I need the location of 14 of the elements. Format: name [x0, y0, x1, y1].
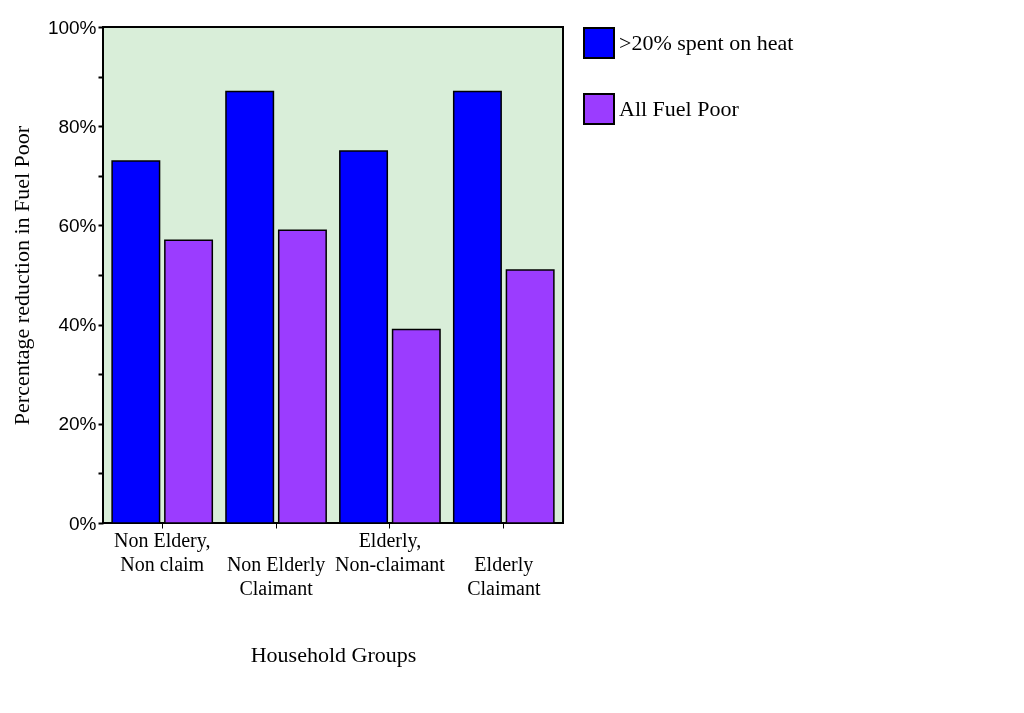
y-tick-label: 100%	[47, 16, 97, 38]
x-axis-title: Household Groups	[250, 641, 417, 667]
y-tick-label: 0%	[69, 512, 97, 534]
x-tick-label: Elderly, Non-claimant	[334, 528, 446, 575]
x-tick-label: Non Elderly Claimant	[226, 552, 326, 599]
y-tick-label: 60%	[58, 214, 97, 236]
legend-label: >20% spent on heat	[619, 30, 794, 55]
x-tick-label: Non Eldery, Non claim	[113, 528, 211, 575]
x-tick-label: Elderly Claimant	[467, 552, 541, 599]
legend-label: All Fuel Poor	[619, 96, 740, 121]
y-tick-label: 80%	[58, 115, 97, 137]
y-tick-label: 20%	[58, 413, 97, 435]
y-tick-label: 40%	[58, 314, 97, 336]
y-axis-title: Percentage reduction in Fuel Poor	[8, 125, 34, 426]
